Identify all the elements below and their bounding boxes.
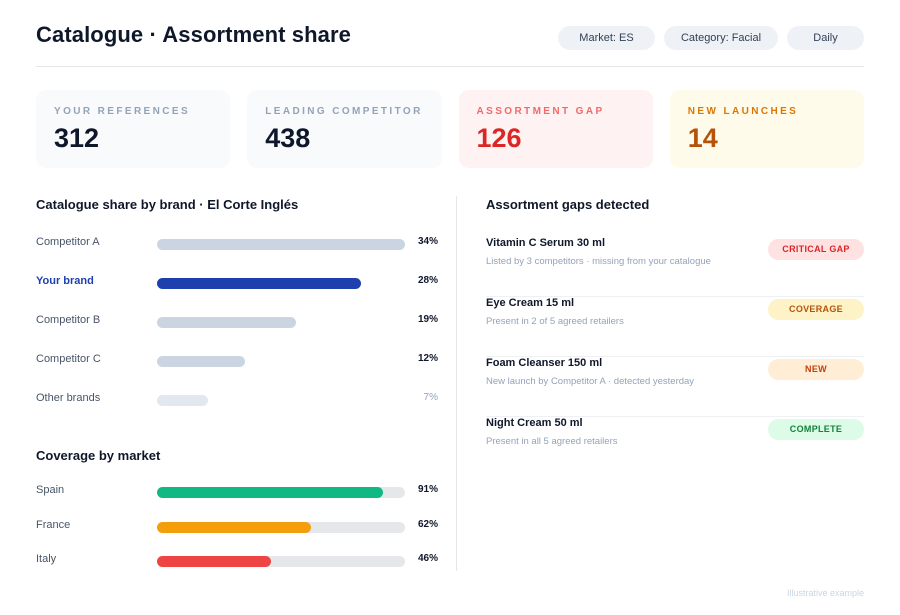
coverage-track	[157, 556, 405, 567]
gap-item-name: Night Cream 50 ml	[486, 417, 583, 429]
page-header: Catalogue · Assortment share Market: ES …	[36, 22, 864, 67]
kpi-card-assortment-gap: ASSORTMENT GAP 126	[458, 90, 653, 168]
brand-share-track	[157, 239, 405, 250]
status-badge: CRITICAL GAP	[768, 239, 864, 260]
brand-share-fill	[157, 317, 296, 328]
gap-item-description: Listed by 3 competitors · missing from y…	[486, 256, 711, 267]
gap-list-item[interactable]: Eye Cream 15 ml Present in 2 of 5 agreed …	[486, 297, 864, 357]
footnote: Illustrative example	[786, 588, 864, 598]
brand-share-track	[157, 278, 405, 289]
gaps-title: Assortment gaps detected	[486, 197, 650, 212]
kpi-value: 126	[476, 123, 522, 153]
brand-share-fill	[157, 356, 245, 367]
kpi-label: ASSORTMENT GAP	[476, 106, 605, 117]
coverage-track	[157, 521, 405, 533]
kpi-cards: YOUR REFERENCES 312 LEADING COMPETITOR 4…	[36, 90, 864, 168]
brand-share-label: Your brand	[36, 275, 94, 287]
filter-chips: Market: ES Category: Facial Daily	[558, 26, 864, 50]
coverage-fill	[157, 521, 311, 533]
column-divider	[456, 196, 457, 571]
status-badge: NEW	[768, 359, 864, 380]
coverage-label: France	[36, 518, 71, 531]
brand-share-label: Competitor B	[36, 314, 101, 326]
coverage-row: Spain 91%	[36, 482, 440, 502]
gap-item-description: New launch by Competitor A · detected ye…	[486, 376, 695, 387]
brand-share-row: Competitor B 19%	[36, 312, 440, 332]
coverage-track	[157, 487, 405, 498]
brand-share-track	[157, 317, 405, 328]
kpi-value: 438	[265, 123, 311, 153]
status-badge: COVERAGE	[768, 299, 864, 320]
brand-share-label: Other brands	[36, 392, 101, 404]
brand-share-fill	[157, 278, 361, 289]
kpi-value: 312	[54, 123, 100, 153]
gap-list-item[interactable]: Foam Cleanser 150 ml New launch by Compet…	[486, 357, 864, 417]
coverage-fill	[157, 556, 271, 567]
brand-share-label: Competitor A	[36, 236, 100, 248]
gap-item-description: Present in 2 of 5 agreed retailers	[486, 316, 624, 327]
kpi-label: YOUR REFERENCES	[54, 106, 191, 117]
page-title: Catalogue · Assortment share	[36, 22, 351, 47]
gap-item-name: Vitamin C Serum 30 ml	[486, 237, 606, 249]
brand-share-track	[157, 356, 405, 367]
kpi-value: 14	[687, 123, 718, 153]
gap-item-description: Present in all 5 agreed retailers	[486, 436, 618, 447]
gap-list-item[interactable]: Night Cream 50 ml Present in all 5 agreed…	[486, 417, 864, 477]
kpi-card-new-launches: NEW LAUNCHES 14	[669, 90, 864, 168]
coverage-fill	[157, 487, 383, 498]
coverage-row: Italy 46%	[36, 551, 440, 571]
kpi-card-your-references: YOUR REFERENCES 312	[36, 90, 231, 168]
brand-share-title: Catalogue share by brand · El Corte Ingl…	[36, 197, 299, 212]
brand-share-row: Competitor C 12%	[36, 351, 440, 371]
coverage-row: France 62%	[36, 517, 440, 537]
kpi-label: LEADING COMPETITOR	[265, 106, 423, 117]
brand-share-fill	[157, 239, 405, 250]
status-badge: COMPLETE	[768, 419, 864, 440]
coverage-value: 62%	[417, 518, 438, 530]
brand-share-track	[157, 395, 405, 406]
category-filter-chip[interactable]: Category: Facial	[664, 26, 778, 50]
gap-item-name: Foam Cleanser 150 ml	[486, 357, 603, 369]
coverage-title: Coverage by market	[36, 448, 161, 463]
brand-share-value: 7%	[423, 392, 438, 403]
kpi-card-leading-competitor: LEADING COMPETITOR 438	[247, 90, 442, 168]
brand-share-row: Competitor A 34%	[36, 234, 440, 254]
coverage-value: 46%	[417, 553, 438, 564]
brand-share-value: 19%	[417, 314, 438, 325]
period-filter-chip[interactable]: Daily	[787, 26, 864, 50]
brand-share-label: Competitor C	[36, 353, 101, 365]
coverage-label: Italy	[36, 553, 57, 565]
gap-list-item[interactable]: Vitamin C Serum 30 ml Listed by 3 competi…	[486, 237, 864, 297]
brand-share-row: Other brands 7%	[36, 390, 440, 410]
brand-share-fill	[157, 395, 208, 406]
market-filter-chip[interactable]: Market: ES	[558, 26, 655, 50]
coverage-label: Spain	[36, 484, 65, 496]
brand-share-value: 34%	[417, 236, 438, 247]
kpi-label: NEW LAUNCHES	[687, 106, 799, 117]
brand-share-value: 28%	[417, 275, 438, 286]
gap-item-name: Eye Cream 15 ml	[486, 297, 575, 309]
brand-share-row: Your brand 28%	[36, 273, 440, 293]
brand-share-value: 12%	[417, 353, 438, 364]
coverage-value: 91%	[417, 484, 438, 495]
